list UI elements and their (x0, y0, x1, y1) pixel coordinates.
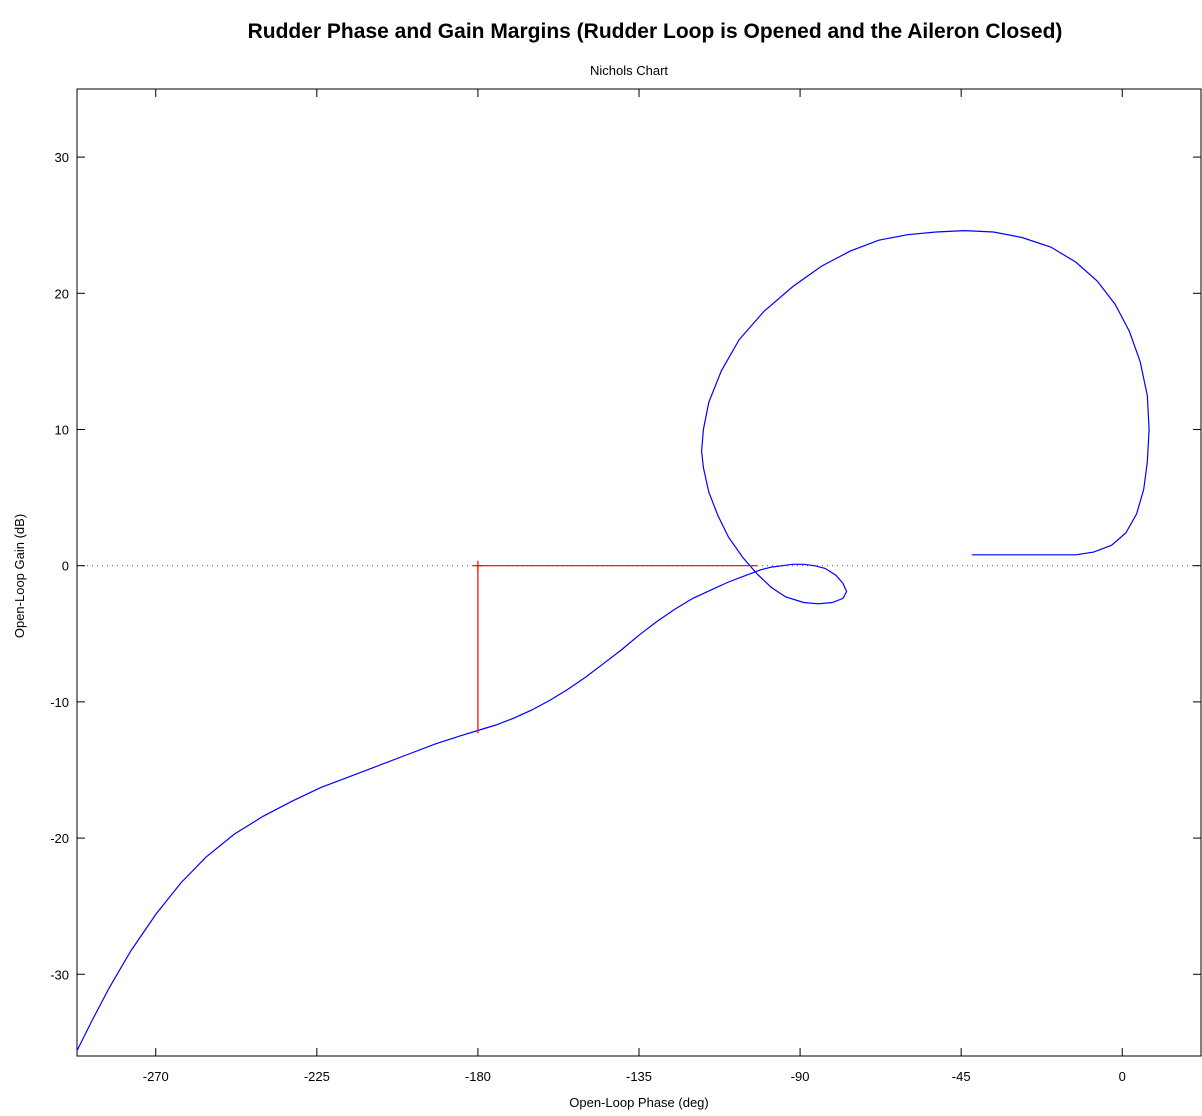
x-axis-title: Open-Loop Phase (deg) (569, 1095, 708, 1110)
x-tick-label: 0 (1119, 1069, 1126, 1084)
y-tick-label: 10 (55, 422, 69, 437)
chart-subtitle: Nichols Chart (590, 63, 668, 78)
plot-area: -270 -225 -180 -135 -90 -45 0 -30 -20 -10 0 10 20 30 (50, 88, 1202, 1084)
plot-frame (76, 88, 1202, 1057)
x-tick-label: -135 (626, 1069, 652, 1084)
axis-ticks (77, 89, 1201, 1056)
nichols-curve (76, 229, 1150, 1051)
chart-title: Rudder Phase and Gain Margins (Rudder Lo… (248, 20, 1063, 43)
x-tick-label: -45 (952, 1069, 971, 1084)
y-tick-label: 0 (62, 559, 69, 574)
x-tick-label: -180 (465, 1069, 491, 1084)
y-axis-tick-labels: -30 -20 -10 0 10 20 30 (50, 150, 69, 982)
y-tick-label: -10 (50, 695, 69, 710)
y-tick-label: -20 (50, 831, 69, 846)
y-tick-label: -30 (50, 967, 69, 982)
phase-crossover-marker (472, 560, 483, 571)
y-tick-label: 30 (55, 150, 69, 165)
y-tick-label: 20 (55, 286, 69, 301)
x-tick-label: -225 (304, 1069, 330, 1084)
x-tick-label: -270 (143, 1069, 169, 1084)
x-tick-label: -90 (791, 1069, 810, 1084)
y-axis-title: Open-Loop Gain (dB) (12, 514, 27, 638)
x-axis-tick-labels: -270 -225 -180 -135 -90 -45 0 (143, 1069, 1126, 1084)
